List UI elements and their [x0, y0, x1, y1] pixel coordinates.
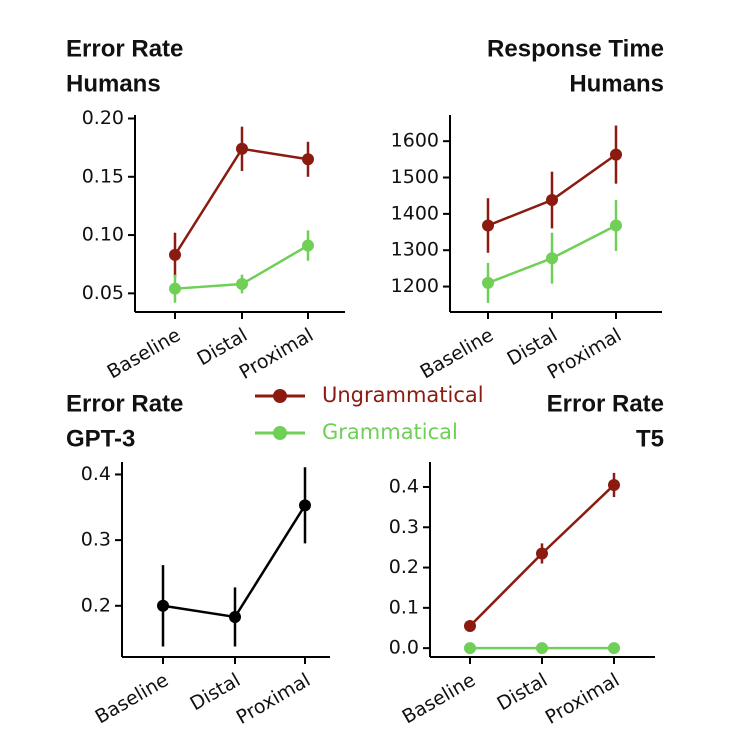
y-tick-label: 0.4 — [81, 463, 111, 485]
y-tick-label: 0.2 — [389, 556, 419, 578]
data-point — [229, 610, 241, 623]
data-point — [482, 276, 494, 289]
x-tick-label: Baseline — [416, 324, 497, 383]
y-tick-label: 0.0 — [389, 637, 419, 659]
data-point — [302, 153, 314, 166]
data-point — [157, 599, 169, 612]
data-point — [610, 148, 622, 161]
data-point — [536, 547, 548, 560]
y-tick-label: 1400 — [391, 202, 439, 224]
legend-marker — [273, 389, 287, 403]
y-tick-label: 0.3 — [81, 529, 111, 551]
data-point — [482, 219, 494, 232]
chart-title: Error Rate — [66, 35, 183, 62]
data-point — [236, 142, 248, 155]
data-point — [464, 642, 476, 655]
data-point — [302, 239, 314, 252]
y-tick-label: 0.20 — [82, 107, 124, 129]
data-point — [546, 194, 558, 207]
y-tick-label: 0.3 — [389, 516, 419, 538]
x-tick-label: Baseline — [103, 324, 184, 383]
chart-title: T5 — [636, 425, 664, 452]
y-tick-label: 0.4 — [389, 475, 419, 497]
y-tick-label: 0.15 — [82, 165, 124, 187]
chart-title: GPT-3 — [66, 425, 135, 452]
y-tick-label: 1500 — [391, 166, 439, 188]
chart-title: Humans — [66, 70, 161, 97]
chart-title: Error Rate — [547, 390, 664, 417]
chart-title: Response Time — [487, 35, 664, 62]
data-point — [546, 252, 558, 265]
data-point — [169, 282, 181, 295]
legend-label: Ungrammatical — [322, 383, 484, 407]
data-point — [608, 478, 620, 491]
data-point — [608, 642, 620, 655]
legend-label: Grammatical — [322, 420, 458, 444]
x-tick-label: Proximal — [236, 324, 318, 384]
x-tick-label: Baseline — [91, 669, 172, 728]
y-tick-label: 1600 — [391, 130, 439, 152]
y-tick-label: 0.10 — [82, 224, 124, 246]
x-tick-label: Proximal — [544, 324, 626, 384]
data-point — [169, 248, 181, 261]
data-point — [536, 642, 548, 655]
y-tick-label: 1200 — [391, 275, 439, 297]
chart-title: Humans — [569, 70, 664, 97]
x-tick-label: Proximal — [542, 669, 624, 729]
data-point — [610, 219, 622, 232]
x-tick-label: Proximal — [233, 669, 315, 729]
data-point — [299, 499, 311, 512]
data-point — [236, 278, 248, 291]
chart-title: Error Rate — [66, 390, 183, 417]
legend-marker — [273, 426, 287, 440]
y-tick-label: 0.05 — [82, 282, 124, 304]
y-tick-label: 1300 — [391, 239, 439, 261]
y-tick-label: 0.1 — [389, 596, 419, 618]
data-point — [464, 619, 476, 632]
y-tick-label: 0.2 — [81, 594, 111, 616]
x-tick-label: Baseline — [398, 669, 479, 728]
